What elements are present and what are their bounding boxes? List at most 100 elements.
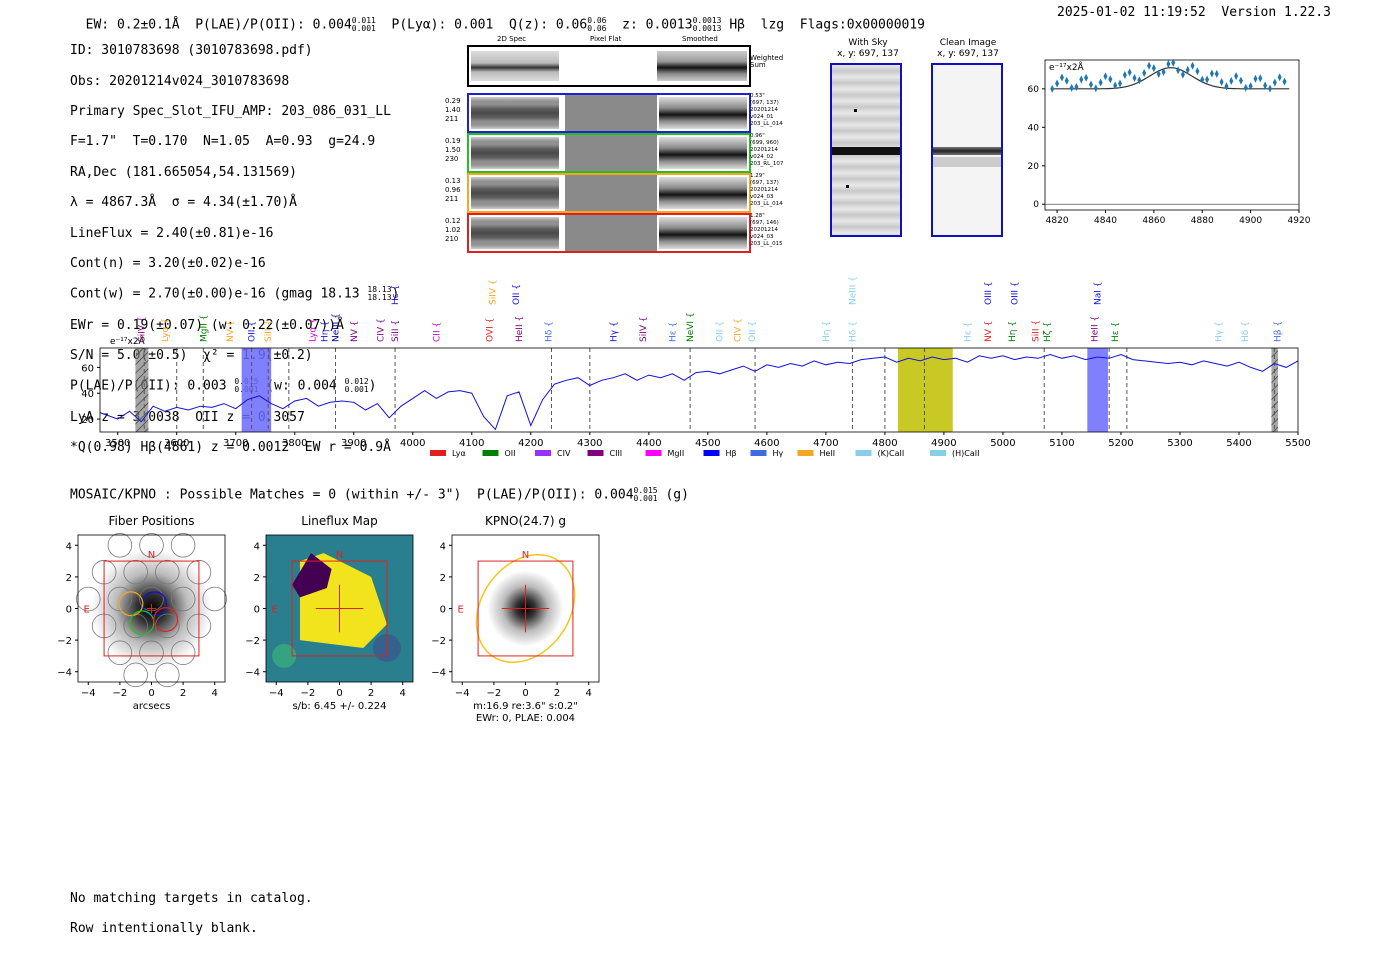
info-radec: RA,Dec (181.665054,54.131569) <box>70 164 297 180</box>
spec2d-left-value: 211 <box>445 195 459 203</box>
fiber-circle <box>107 533 133 558</box>
spec2d-right-value: v024_02 <box>750 154 774 160</box>
zoom-data-point <box>1132 73 1137 82</box>
mosaic-line: MOSAIC/KPNO : Possible Matches = 0 (with… <box>70 487 689 503</box>
north-label: N <box>522 550 529 561</box>
panel-x-tick-label: 0 <box>148 688 154 699</box>
panel-y-tick-label: −4 <box>431 668 446 679</box>
weighted-2d-image <box>471 51 559 81</box>
zoom-data-point <box>1059 73 1064 82</box>
zoom-data-point <box>1267 84 1272 93</box>
east-label: E <box>84 605 90 616</box>
info-plae-w: (w: 0.004 <box>266 378 337 394</box>
panel-y-tick-label: −2 <box>57 636 72 647</box>
fiber-circle <box>139 640 164 666</box>
zoom-data-point <box>1234 72 1239 81</box>
panel-y-tick-label: 0 <box>66 605 72 616</box>
zoom-y-tick-label: 40 <box>1028 123 1040 133</box>
header-version: Version 1.22.3 <box>1221 5 1331 20</box>
line-marker-label: Hε { <box>391 285 401 305</box>
line-marker-label: NV { <box>984 321 994 342</box>
spec2d-left-value: 0.29 <box>445 97 461 105</box>
panel-x-tick-label: −4 <box>269 688 284 699</box>
spectrum-x-tick-label: 4800 <box>872 438 897 449</box>
spec2d-image <box>471 177 559 209</box>
spectrum-x-tick-label: 3900 <box>341 438 366 449</box>
panel-x-tick-label: 2 <box>554 688 560 699</box>
zoom-data-point <box>1171 58 1176 67</box>
spectrum-x-tick-label: 4200 <box>518 438 543 449</box>
clean-trace <box>933 147 1001 155</box>
panel-y-tick-label: 4 <box>440 541 446 552</box>
weighted-smoothed-image <box>657 51 747 81</box>
spectrum-x-tick-label: 3800 <box>282 438 307 449</box>
zoom-x-tick-label: 4820 <box>1046 216 1069 226</box>
header-qz-hi: 0.06 <box>587 16 607 25</box>
spec2d-right-value: 1.28" <box>750 213 765 219</box>
panel-x-tick-label: 0 <box>336 688 342 699</box>
spec2d-right-value: 20201214 <box>750 227 778 233</box>
north-label: N <box>148 550 155 561</box>
fiber-circle <box>170 586 196 612</box>
spec2d-row-right: 0.53" (697, 137) 20201214 v024_01 203_LL_014 <box>750 93 795 128</box>
line-marker-label: CIV { <box>376 318 386 342</box>
panel-y-tick-label: −2 <box>245 636 260 647</box>
legend-label: (K)CaII <box>878 449 905 458</box>
zoom-data-point <box>1079 75 1084 84</box>
info-plae-w-lo: 0.001 <box>344 385 369 395</box>
panel-title: KPNO(24.7) g <box>485 514 566 528</box>
spec2d-row-left: 0.19 1.50 230 <box>445 137 465 164</box>
spectrum-x-tick-label: 5400 <box>1226 438 1251 449</box>
panel-x-tick-label: 2 <box>368 688 374 699</box>
zoom-data-point <box>1117 79 1122 88</box>
zoom-data-point <box>1055 79 1060 88</box>
legend-swatch <box>430 450 446 456</box>
spec2d-left-value: 0.12 <box>445 217 461 225</box>
footer-line1: No matching targets in catalog. <box>70 891 313 906</box>
line-marker-label: Hη { <box>320 321 330 342</box>
panel-xlabel: m:16.9 re:3.6" s:0.2" <box>473 701 578 712</box>
smoothed-image <box>659 177 747 209</box>
highlight-band <box>241 348 272 432</box>
header-right: 2025-01-02 11:19:52 Version 1.22.3 <box>1057 5 1331 20</box>
spec2d-left-value: 0.19 <box>445 137 461 145</box>
spectrum-axes-frame <box>99 347 1299 433</box>
clean-band <box>933 157 1001 167</box>
line-marker-label: NV { <box>226 321 236 342</box>
panel-x-tick-label: −2 <box>301 688 316 699</box>
line-marker-label: Hδ { <box>545 321 555 342</box>
aperture-box <box>103 560 200 657</box>
spec2d-right-value: 203_LL_014 <box>750 121 783 127</box>
spec2d-right-value: 203_RL_107 <box>750 161 784 167</box>
line-marker-label: Hε { <box>668 322 678 342</box>
zoom-data-point <box>1137 76 1142 85</box>
info-params: F=1.7" T=0.170 N=1.05 A=0.93 g=24.9 <box>70 134 376 150</box>
zoom-data-point <box>1224 82 1229 91</box>
spec2d-left-value: 1.50 <box>445 146 461 154</box>
zoom-data-point <box>1161 67 1166 76</box>
zoom-data-point <box>1147 61 1152 70</box>
legend-swatch <box>645 450 662 456</box>
info-lineflux: LineFlux = 2.40(±0.81)e-16 <box>70 225 274 241</box>
line-marker-label: Hγ { <box>1214 321 1224 342</box>
panel-note: EWr: 0, PLAE: 0.004 <box>476 713 575 724</box>
with-sky-label: With Sky <box>848 38 888 48</box>
line-marker-label: Hδ { <box>848 321 858 342</box>
fiber-circle-highlight <box>153 607 179 633</box>
legend-label: HeII <box>820 449 836 458</box>
zoom-data-point <box>1093 84 1098 93</box>
line-marker-label: HeII { <box>515 316 525 342</box>
panel-x-tick-label: −2 <box>113 688 128 699</box>
spectrum-x-tick-label: 4500 <box>695 438 720 449</box>
spec2d-left-value: 230 <box>445 155 459 163</box>
legend-label: Hβ <box>726 449 737 458</box>
with-sky-trace <box>832 147 900 155</box>
spec2d-right-value: (697, 137) <box>750 100 779 106</box>
spec2d-right-value: 203_LL_014 <box>750 201 783 207</box>
spectrum-y-tick-label: 40 <box>81 389 94 400</box>
fiber-circle-highlight <box>118 591 144 617</box>
zoom-x-tick-label: 4880 <box>1191 216 1214 226</box>
legend-swatch <box>797 450 814 456</box>
